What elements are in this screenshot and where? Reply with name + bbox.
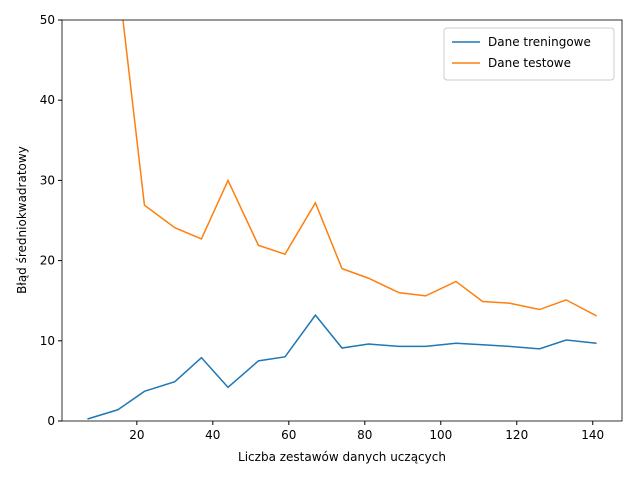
y-axis-label: Błąd średniokwadratowy <box>15 146 29 294</box>
y-tick-label: 10 <box>40 334 55 348</box>
y-tick-label: 0 <box>47 414 55 428</box>
series-line <box>122 20 597 317</box>
x-tick-label: 60 <box>281 428 296 442</box>
legend-label: Dane treningowe <box>488 35 591 49</box>
x-tick-label: 120 <box>505 428 528 442</box>
y-tick-label: 30 <box>40 173 55 187</box>
y-tick-label: 20 <box>40 254 55 268</box>
legend-box <box>443 27 615 81</box>
x-tick-label: 140 <box>581 428 604 442</box>
plot-frame <box>61 19 623 422</box>
x-tick-label: 80 <box>357 428 372 442</box>
x-axis-label: Liczba zestawów danych uczących <box>238 450 446 464</box>
plot-area <box>87 20 597 420</box>
x-tick-label: 20 <box>129 428 144 442</box>
y-tick-label: 50 <box>40 13 55 27</box>
x-tick-label: 100 <box>429 428 452 442</box>
series-line <box>87 313 597 420</box>
y-tick-label: 40 <box>40 93 55 107</box>
x-tick-label: 40 <box>205 428 220 442</box>
legend-label: Dane testowe <box>488 56 571 70</box>
